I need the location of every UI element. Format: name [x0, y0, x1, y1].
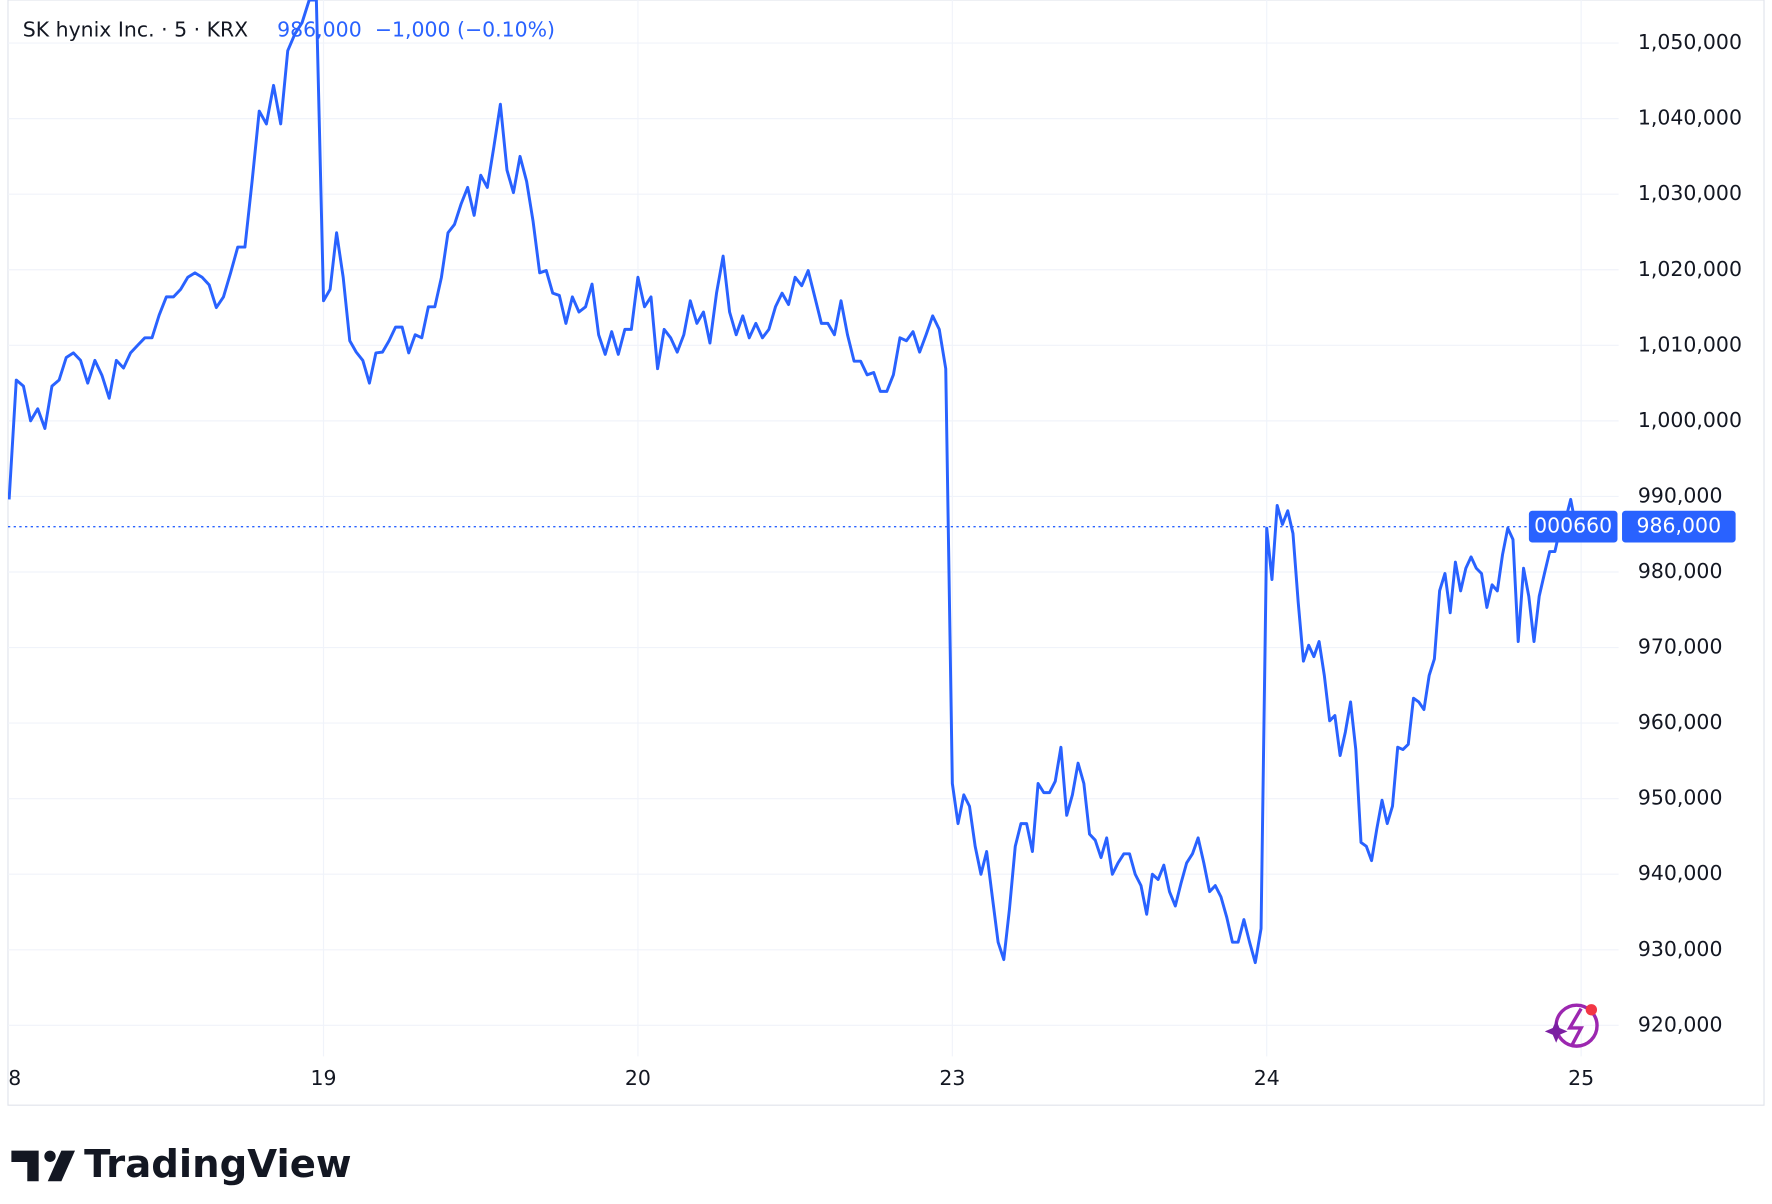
header-change: −1,000 (−0.10%) — [375, 18, 555, 42]
symbol-badge — [1528, 510, 1618, 543]
x-tick-label: 24 — [1254, 1066, 1280, 1090]
y-tick-label: 930,000 — [1638, 937, 1723, 961]
x-tick-label: 23 — [939, 1066, 965, 1090]
x-tick-label: 25 — [1568, 1066, 1594, 1090]
x-tick-label: 8 — [8, 1066, 21, 1090]
y-tick-label: 1,010,000 — [1638, 332, 1742, 356]
sparkle-icon[interactable] — [1544, 1003, 1599, 1048]
y-tick-label: 970,000 — [1638, 635, 1723, 659]
y-tick-label: 990,000 — [1638, 483, 1723, 507]
brand-name: TradingView — [84, 1142, 351, 1187]
chart-frame — [7, 0, 1765, 1106]
y-tick-label: 980,000 — [1638, 559, 1723, 583]
price-label: 986,000 — [1637, 514, 1722, 538]
y-tick-label: 1,040,000 — [1638, 106, 1742, 130]
chart-title: SK hynix Inc. · 5 · KRX — [23, 18, 248, 42]
price-badge — [1622, 510, 1736, 543]
y-tick-label: 1,000,000 — [1638, 408, 1742, 432]
y-tick-label: 940,000 — [1638, 861, 1723, 885]
brand-logo — [11, 1150, 76, 1182]
y-tick-label: 1,020,000 — [1638, 257, 1742, 281]
price-line — [7, 0, 1578, 965]
y-tick-label: 1,030,000 — [1638, 181, 1742, 205]
y-tick-label: 960,000 — [1638, 710, 1723, 734]
x-tick-label: 20 — [625, 1066, 651, 1090]
x-tick-label: 19 — [311, 1066, 337, 1090]
y-tick-label: 950,000 — [1638, 786, 1723, 810]
y-tick-label: 920,000 — [1638, 1012, 1723, 1036]
y-tick-label: 1,050,000 — [1638, 30, 1742, 54]
header-price: 986,000 — [277, 18, 362, 42]
symbol-label: 000660 — [1534, 514, 1612, 538]
